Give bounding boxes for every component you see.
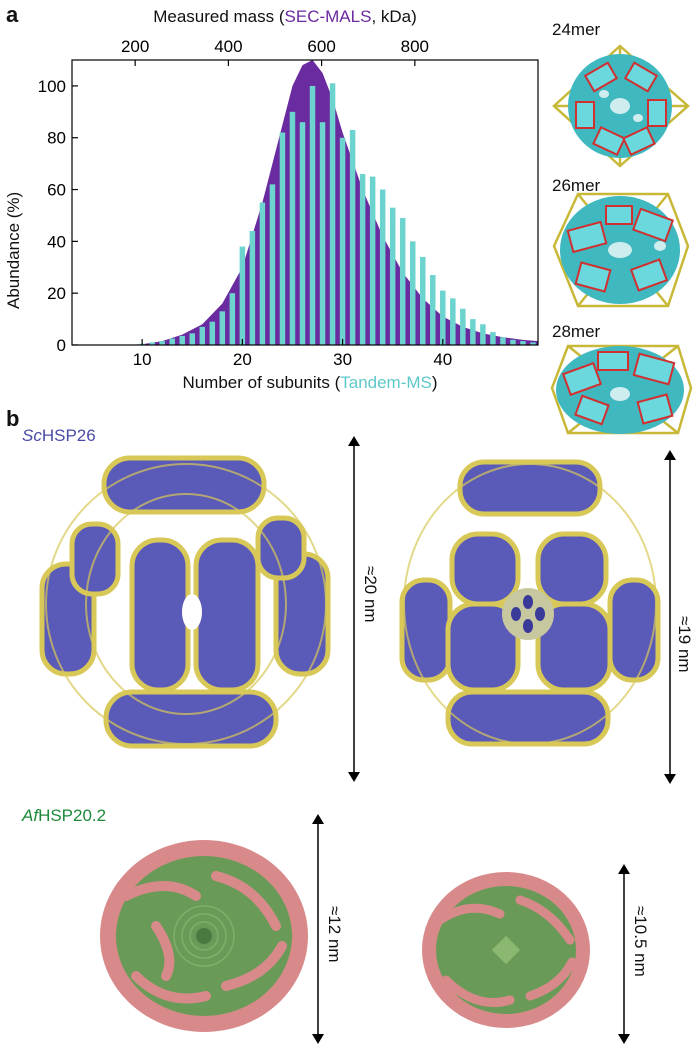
top-axis-label: Measured mass (SEC-MALS, kDa) [120, 7, 450, 27]
tandem-ms-bar [179, 335, 185, 345]
afhsp20-label-rest: HSP20.2 [38, 806, 107, 825]
y-tick-label: 0 [57, 336, 66, 355]
schsp26-cage-image-2 [399, 459, 661, 747]
structure-label-24mer: 24mer [552, 20, 601, 39]
tandem-ms-bar [149, 342, 155, 345]
bottom-axis-label: Number of subunits (Tandem-MS) [90, 373, 530, 393]
bottom-axis-suffix: ) [431, 373, 438, 392]
tandem-ms-bar [399, 218, 406, 345]
y-tick-label: 20 [47, 284, 66, 303]
tandem-ms-bar [339, 137, 346, 345]
tandem-ms-bar [189, 333, 196, 345]
dimension-label-19nm: ≈19 nm [675, 616, 693, 673]
tandem-ms-bar [209, 321, 216, 345]
top-tick-label: 200 [121, 37, 149, 56]
panel-a-label: a [6, 2, 19, 27]
tandem-ms-bar [480, 324, 486, 345]
tandem-ms-bar [430, 275, 436, 345]
tandem-ms-bar [409, 241, 416, 345]
tandem-ms-bar [319, 122, 326, 345]
tandem-ms-bar [309, 85, 316, 345]
dimension-label-10-5nm: ≈10.5 nm [631, 906, 650, 977]
tandem-ms-bar [219, 311, 226, 345]
x-tick-label: 40 [433, 350, 452, 369]
afhsp20-label-italic: Af [22, 806, 39, 825]
top-axis-prefix: Measured mass ( [153, 7, 285, 26]
tandem-ms-bar [510, 339, 516, 345]
dimension-label-12nm: ≈12 nm [325, 906, 344, 963]
tandem-ms-bar [289, 111, 296, 346]
x-tick-label: 20 [233, 350, 252, 369]
tandem-ms-bar [379, 189, 386, 345]
dimension-arrow-12nm [312, 814, 324, 1044]
top-tick-label: 600 [307, 37, 335, 56]
tandem-ms-bar [259, 202, 266, 345]
schsp26-cage-image-1 [39, 455, 331, 749]
tandem-ms-bar [520, 341, 526, 345]
afhsp20-label: AfHSP20.2 [22, 806, 106, 826]
tandem-ms-bar [199, 326, 206, 345]
schsp26-label: ScHSP26 [22, 426, 96, 446]
afhsp20-cage-image-1 [100, 840, 308, 1032]
tandem-ms-bar [279, 132, 286, 345]
dimension-arrow-10-5nm [618, 864, 630, 1044]
panel-b-label: b [6, 406, 20, 431]
tandem-ms-bar [329, 83, 336, 346]
y-tick-label: 60 [47, 181, 66, 200]
tandem-ms-bar [470, 319, 476, 345]
tandem-ms-bar [239, 246, 246, 345]
tandem-ms-bar [169, 338, 175, 345]
tandem-ms-bar [460, 308, 466, 345]
tandem-ms-bar [490, 332, 496, 345]
top-axis-highlight: SEC-MALS [284, 7, 372, 26]
tandem-ms-bar [159, 341, 165, 345]
schsp26-label-italic: Sc [22, 426, 42, 445]
plot-frame [71, 59, 539, 346]
y-tick-label: 100 [38, 77, 66, 96]
tandem-ms-bar [440, 290, 446, 345]
schsp26-label-rest: HSP26 [41, 426, 96, 445]
tandem-ms-bar [229, 293, 236, 345]
tandem-ms-bar [369, 176, 376, 345]
y-tick-label: 40 [47, 232, 66, 251]
top-tick-label: 800 [401, 37, 429, 56]
tandem-ms-bar [269, 184, 276, 345]
tandem-ms-bar [419, 256, 426, 345]
top-tick-label: 400 [214, 37, 242, 56]
afhsp20-cage-image-2 [422, 872, 590, 1028]
tandem-ms-bar [299, 122, 306, 345]
tandem-ms-bar [349, 129, 356, 345]
structure-label-28mer: 28mer [552, 322, 601, 341]
top-axis-suffix: , kDa) [371, 7, 417, 26]
tandem-ms-bar [450, 298, 456, 345]
cage-26mer-image [552, 192, 690, 308]
dimension-arrow-19nm-line [664, 450, 676, 784]
dimension-arrow-20nm [348, 436, 360, 782]
bottom-axis-highlight: Tandem-MS [340, 373, 432, 392]
tandem-ms-bar [389, 207, 396, 345]
y-tick-label: 80 [47, 129, 66, 148]
structure-label-26mer: 26mer [552, 176, 601, 195]
tandem-ms-bar [359, 174, 366, 345]
tandem-ms-bar [500, 337, 506, 345]
x-tick-label: 10 [133, 350, 152, 369]
dimension-label-20nm: ≈20 nm [361, 566, 380, 623]
x-tick-label: 30 [333, 350, 352, 369]
bottom-axis-prefix: Number of subunits ( [182, 373, 341, 392]
tandem-ms-bar [530, 342, 536, 345]
tandem-ms-bar [249, 231, 256, 345]
cage-24mer-image [552, 44, 690, 168]
cage-28mer-image [550, 344, 693, 435]
